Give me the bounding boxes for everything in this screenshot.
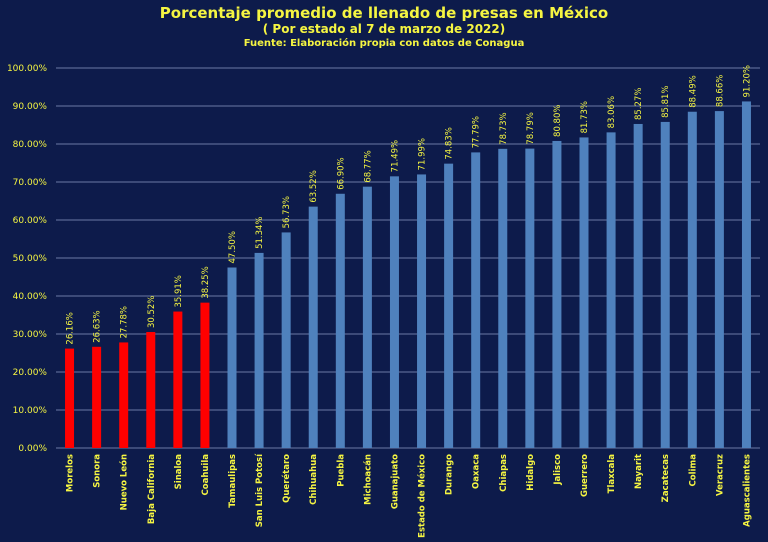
data-label: 35.91% bbox=[174, 275, 184, 307]
x-tick-label: Chihuahua bbox=[309, 454, 319, 505]
bar bbox=[471, 152, 481, 448]
x-tick-label: Guerrero bbox=[580, 454, 590, 497]
data-label: 63.52% bbox=[309, 170, 319, 202]
y-tick-label: 0.00% bbox=[18, 444, 47, 454]
data-label: 83.06% bbox=[607, 96, 617, 128]
x-tick-label: Tlaxcala bbox=[607, 454, 617, 494]
x-tick-label: Morelos bbox=[66, 454, 76, 492]
bar bbox=[362, 186, 372, 448]
x-tick-label: San Luis Potosí bbox=[255, 453, 265, 527]
data-label: 38.25% bbox=[201, 266, 211, 298]
bar bbox=[119, 342, 129, 448]
data-label: 78.73% bbox=[499, 112, 509, 144]
bar bbox=[687, 111, 697, 448]
data-label: 56.73% bbox=[282, 196, 292, 228]
bar bbox=[714, 111, 724, 448]
bar bbox=[254, 252, 264, 448]
x-tick-label: Jalisco bbox=[553, 454, 563, 486]
data-label: 71.99% bbox=[418, 138, 428, 170]
data-label: 30.52% bbox=[147, 296, 157, 328]
bar bbox=[444, 163, 454, 448]
x-tick-label: Sinaloa bbox=[174, 454, 184, 490]
y-tick-label: 40.00% bbox=[13, 292, 48, 302]
x-tick-label: Nayarit bbox=[634, 454, 644, 489]
bar bbox=[633, 123, 643, 448]
data-label: 80.80% bbox=[553, 105, 563, 137]
data-label: 51.34% bbox=[255, 216, 265, 248]
chart-subtitle: ( Por estado al 7 de marzo de 2022) bbox=[262, 22, 506, 36]
data-label: 77.79% bbox=[472, 116, 482, 148]
bar bbox=[417, 174, 427, 449]
x-tick-label: Nuevo León bbox=[119, 454, 130, 510]
bar bbox=[146, 332, 156, 448]
x-tick-label: Baja California bbox=[147, 454, 157, 524]
data-label: 26.16% bbox=[66, 312, 76, 344]
label-layer: 26.16% Morelos 26.63% Sonora 27.78% Nuevo Leó… bbox=[66, 65, 753, 538]
bar bbox=[660, 121, 670, 448]
y-tick-label: 80.00% bbox=[13, 140, 48, 150]
x-tick-label: Aguascalientes bbox=[742, 454, 752, 527]
y-tick-label: 60.00% bbox=[13, 216, 48, 226]
bar bbox=[498, 148, 508, 449]
x-tick-label: Querétaro bbox=[281, 454, 292, 503]
bar bbox=[552, 140, 562, 448]
bar-layer bbox=[65, 101, 751, 449]
chart-source: Fuente: Elaboración propia con datos de … bbox=[243, 38, 525, 49]
data-label: 74.83% bbox=[445, 127, 455, 159]
y-tick-label: 100.00% bbox=[7, 64, 47, 74]
data-label: 71.49% bbox=[390, 140, 400, 172]
data-label: 88.49% bbox=[688, 75, 698, 107]
data-label: 85.81% bbox=[661, 86, 671, 118]
x-tick-label: Sonora bbox=[93, 454, 103, 488]
x-tick-label: Oaxaca bbox=[472, 454, 482, 489]
data-label: 66.90% bbox=[336, 157, 346, 189]
y-tick-label: 20.00% bbox=[13, 368, 48, 378]
data-label: 68.77% bbox=[363, 150, 373, 182]
data-label: 85.27% bbox=[634, 88, 644, 120]
y-tick-label: 10.00% bbox=[13, 406, 48, 416]
data-label: 78.79% bbox=[526, 112, 536, 144]
chart-title: Porcentaje promedio de llenado de presas… bbox=[159, 4, 609, 22]
x-tick-label: Puebla bbox=[336, 454, 346, 487]
bar bbox=[281, 232, 291, 448]
grid-layer: 0.00% 10.00% 20.00% 30.00% 40.00% 50.00% 60.00… bbox=[7, 64, 760, 454]
data-label: 81.73% bbox=[580, 101, 590, 133]
x-tick-label: Durango bbox=[445, 454, 455, 495]
bar bbox=[92, 346, 102, 448]
y-tick-label: 30.00% bbox=[13, 330, 48, 340]
data-label: 88.66% bbox=[715, 75, 725, 107]
x-tick-label: Zacatecas bbox=[661, 454, 671, 502]
x-tick-label: Michoacán bbox=[363, 454, 373, 505]
x-tick-label: Hidalgo bbox=[526, 454, 536, 491]
bar bbox=[227, 267, 237, 448]
bar bbox=[335, 193, 345, 448]
bar bbox=[389, 176, 399, 448]
y-tick-label: 90.00% bbox=[13, 102, 48, 112]
bar bbox=[200, 302, 210, 448]
x-tick-label: Estado de México bbox=[417, 454, 428, 538]
x-tick-label: Veracruz bbox=[715, 454, 725, 496]
bar bbox=[65, 348, 75, 448]
x-tick-label: Tamaulipas bbox=[228, 454, 238, 508]
bar bbox=[308, 206, 318, 448]
data-label: 91.20% bbox=[742, 65, 752, 97]
bar bbox=[741, 101, 751, 448]
x-tick-label: Guanajuato bbox=[390, 454, 400, 509]
data-label: 47.50% bbox=[228, 231, 238, 263]
chart-header: Porcentaje promedio de llenado de presas… bbox=[0, 4, 768, 50]
x-tick-label: Coahuila bbox=[201, 454, 211, 496]
data-label: 27.78% bbox=[120, 306, 130, 338]
bar bbox=[606, 132, 616, 448]
data-label: 26.63% bbox=[93, 310, 103, 342]
bar bbox=[525, 148, 535, 448]
bar bbox=[579, 137, 589, 448]
x-tick-label: Colima bbox=[688, 454, 698, 487]
bar bbox=[173, 311, 183, 448]
x-tick-label: Chiapas bbox=[499, 454, 509, 492]
y-tick-label: 70.00% bbox=[13, 178, 48, 188]
y-tick-label: 50.00% bbox=[13, 254, 48, 264]
